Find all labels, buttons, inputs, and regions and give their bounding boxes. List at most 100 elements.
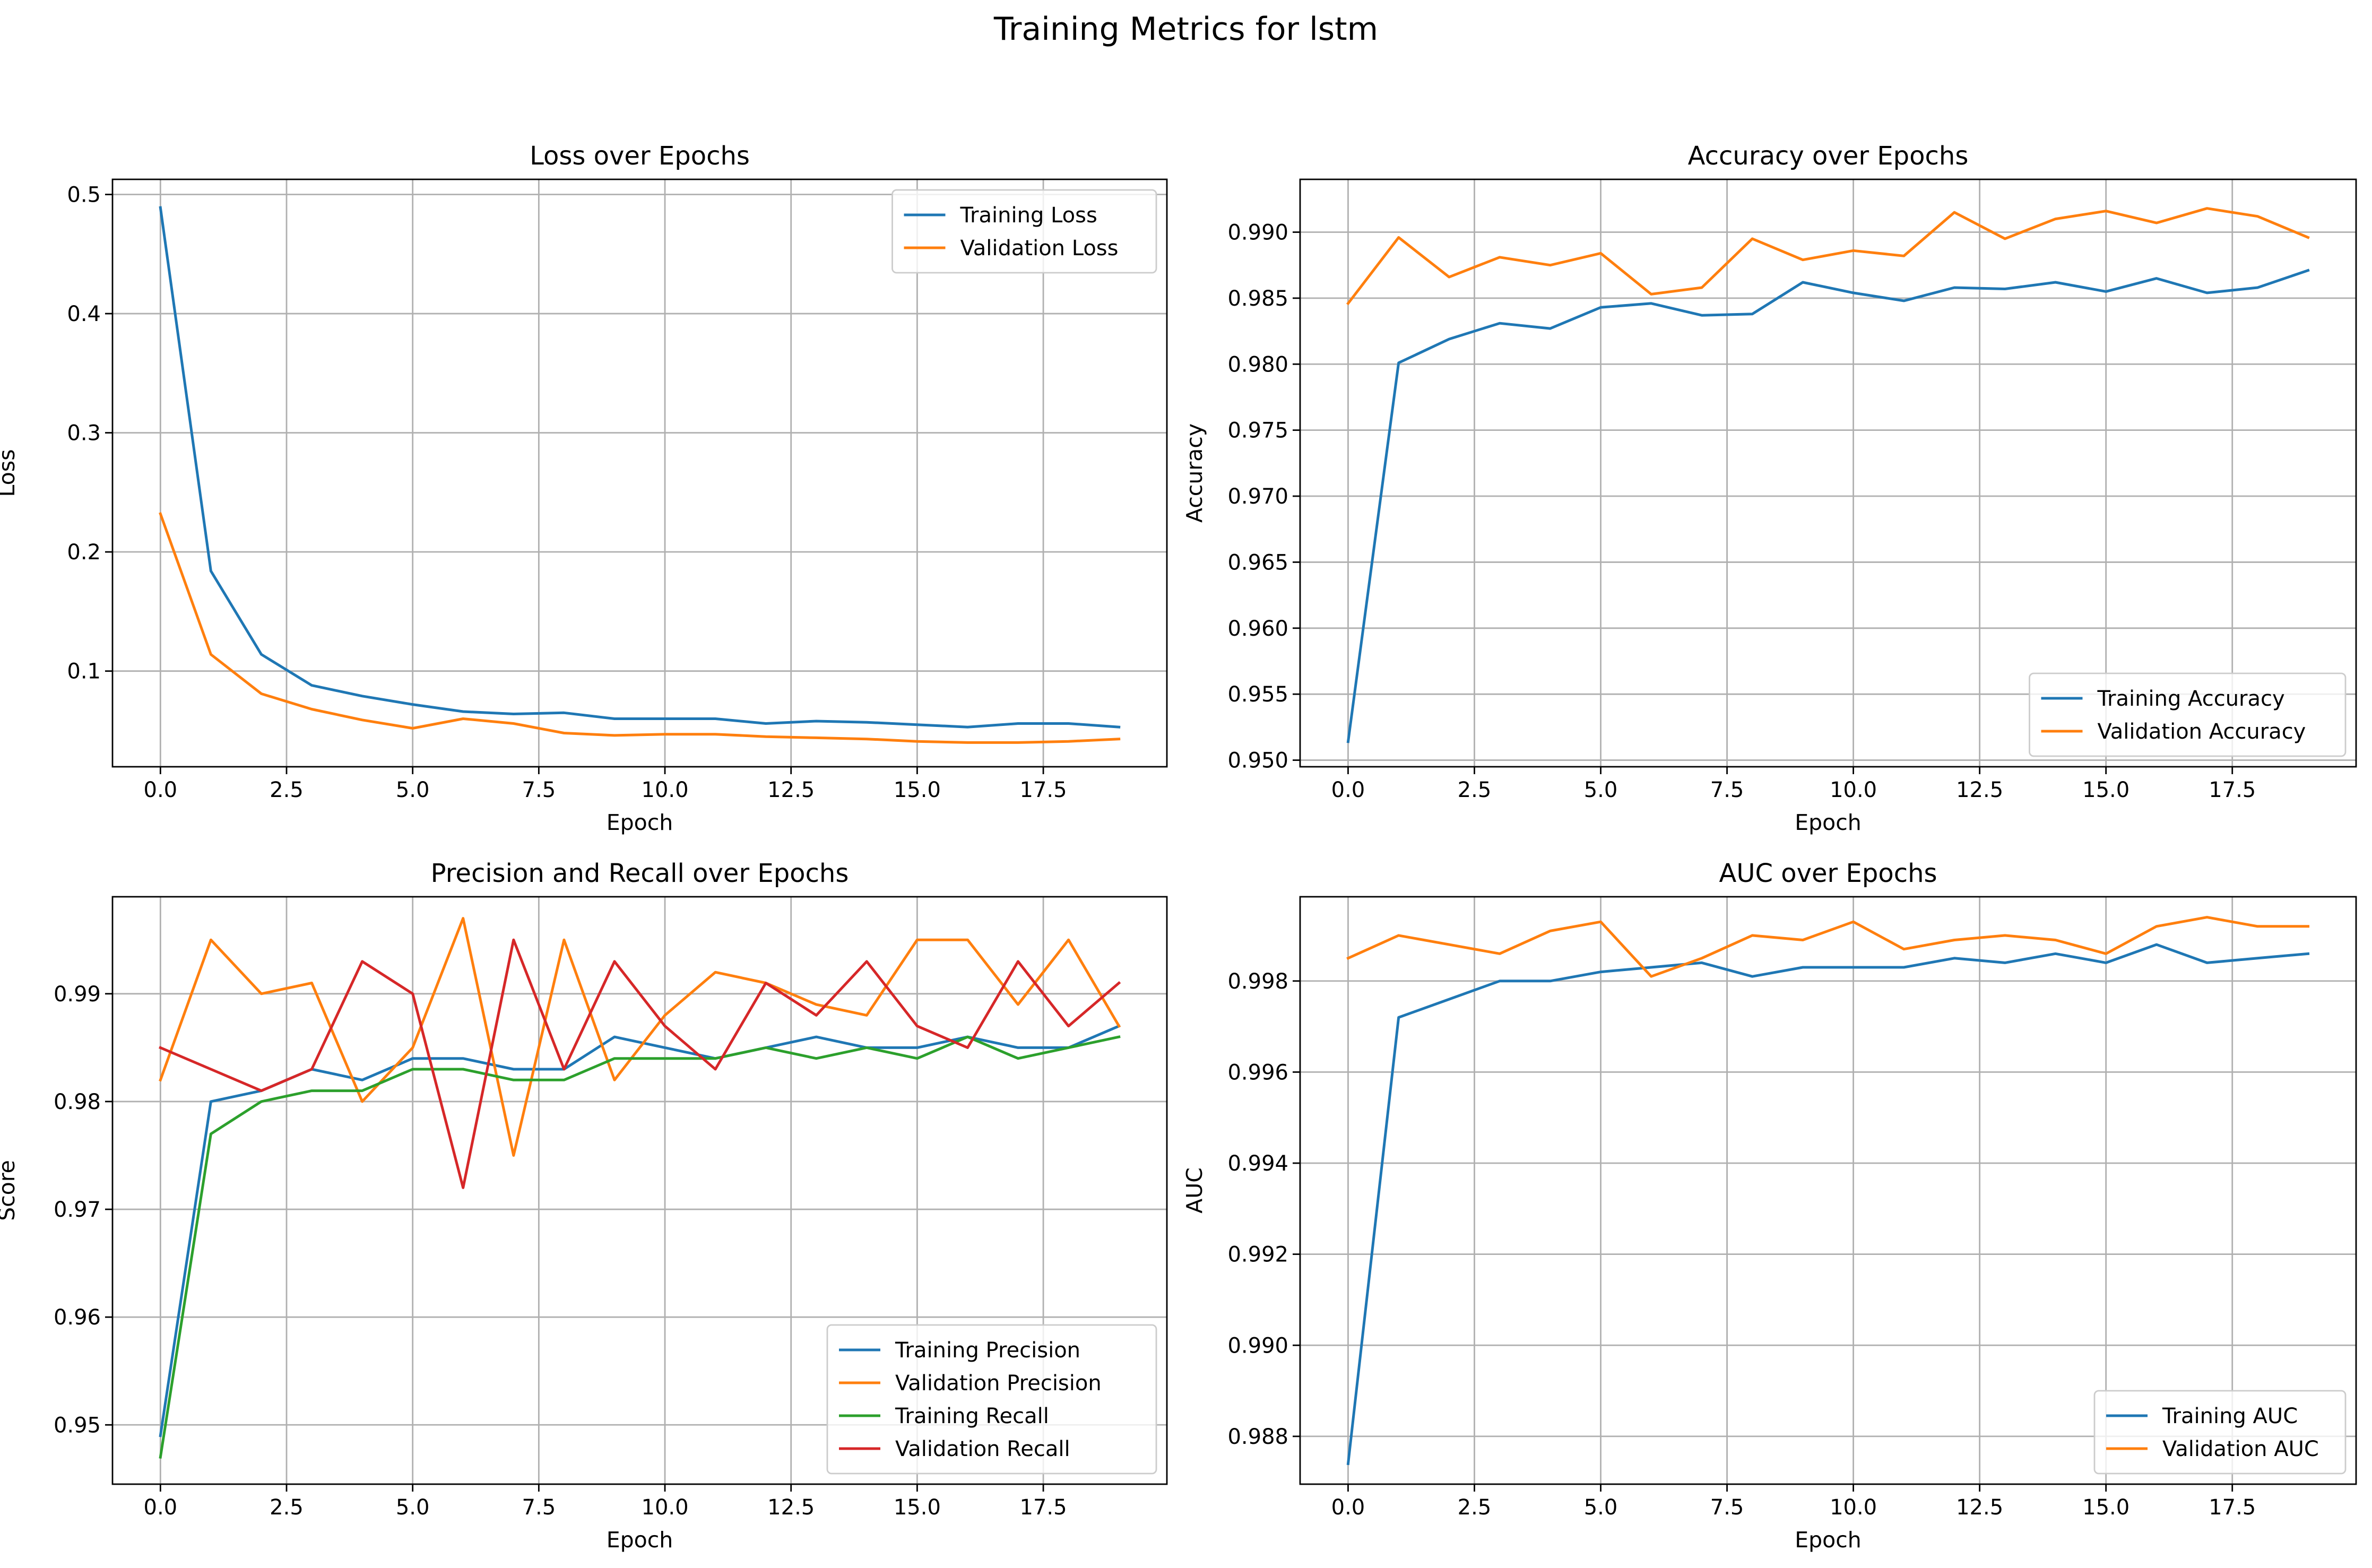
y-tick-label: 0.998 [1227,969,1288,994]
x-axis-label: Epoch [1795,810,1862,835]
y-tick-label: 0.99 [54,982,101,1007]
x-tick-label: 15.0 [2082,778,2129,802]
x-tick-label: 7.5 [1710,778,1744,802]
legend-label: Validation Accuracy [2098,720,2306,744]
x-tick-label: 15.0 [894,1495,941,1520]
plot-frame [1299,896,2357,1485]
x-tick-label: 2.5 [270,778,304,802]
x-tick-label: 12.5 [1956,778,2003,802]
x-tick-label: 7.5 [1710,1495,1744,1520]
x-tick-label: 0.0 [1331,778,1365,802]
series-line-2 [159,512,1121,744]
series-line-1 [159,1024,1121,1437]
grid-lines [1300,179,2356,767]
x-tick-label: 7.5 [522,1495,556,1520]
x-tick-label: 12.5 [1956,1495,2003,1520]
chart-panel-4: 0.0 2.5 5.0 7.5 10.0 12.5 15.0 17.5 0.988 0.990 0.… [1182,859,2357,1553]
y-tick-label: 0.975 [1227,419,1288,443]
y-tick-label: 0.960 [1227,617,1288,641]
y-tick-label: 0.985 [1227,287,1288,311]
x-tick-label: 12.5 [767,778,815,802]
x-tick-label: 0.0 [144,778,178,802]
x-tick-label: 10.0 [642,1495,689,1520]
x-axis-label: Epoch [1795,1527,1862,1553]
legend-label: Training AUC [2162,1404,2298,1428]
legend-box [826,1324,1157,1475]
y-tick-label: 0.98 [54,1090,101,1114]
series-line-2 [159,917,1121,1157]
plot-frame [111,896,1168,1485]
x-axis-label: Epoch [607,810,673,835]
x-tick-label: 5.0 [396,1495,430,1520]
legend: Training Accuracy Validation Accuracy [2029,672,2347,757]
y-tick-label: 0.994 [1227,1151,1288,1176]
y-tick-label: 0.96 [54,1305,101,1330]
legend-label: Validation AUC [2162,1437,2319,1461]
y-tick-label: 0.5 [67,183,101,207]
x-tick-label: 5.0 [396,778,430,802]
legend-box [891,189,1157,274]
y-axis-label: Score [0,1160,20,1221]
series-line-1 [1346,268,2310,743]
x-tick-label: 10.0 [642,778,689,802]
y-tick-label: 0.2 [67,540,101,565]
y-tick-label: 0.955 [1227,682,1288,707]
y-tick-label: 0.965 [1227,550,1288,575]
legend-label: Validation Precision [895,1371,1102,1396]
y-tick-label: 0.3 [67,421,101,446]
figure-title: Training Metrics for lstm [993,11,1378,48]
chart-panel-3: 0.0 2.5 5.0 7.5 10.0 12.5 15.0 17.5 0.95 0.96 0.97… [0,859,1168,1553]
x-tick-label: 2.5 [270,1495,304,1520]
x-axis-label: Epoch [607,1527,673,1553]
x-tick-label: 5.0 [1584,1495,1618,1520]
x-tick-label: 17.5 [1020,1495,1067,1520]
legend-label: Validation Loss [960,236,1119,261]
y-tick-label: 0.97 [54,1198,101,1222]
x-tick-label: 17.5 [1020,778,1067,802]
chart-title: Accuracy over Epochs [1688,141,1969,171]
legend: Training Loss Validation Loss [891,189,1157,274]
series-line-1 [159,206,1121,729]
x-tick-label: 0.0 [1331,1495,1365,1520]
chart-panel-1: 0.0 2.5 5.0 7.5 10.0 12.5 15.0 17.5 0.1 0.2 0.3 0.4… [0,141,1168,835]
y-tick-label: 0.95 [54,1413,101,1437]
plot-frame [1299,178,2357,768]
x-tick-label: 15.0 [894,778,941,802]
y-axis-label: Accuracy [1182,423,1207,523]
legend-label: Validation Recall [895,1437,1070,1461]
y-tick-label: 0.990 [1227,221,1288,245]
y-axis-label: Loss [0,449,20,497]
legend: Training Precision Validation Precision Tr… [826,1324,1157,1475]
y-tick-label: 0.990 [1227,1333,1288,1358]
y-tick-label: 0.988 [1227,1425,1288,1449]
x-tick-label: 2.5 [1458,778,1492,802]
series-line-1 [1346,943,2310,1466]
y-tick-label: 0.992 [1227,1243,1288,1267]
chart-title: Precision and Recall over Epochs [431,859,849,888]
x-tick-label: 12.5 [767,1495,815,1520]
series-line-2 [1346,207,2310,306]
x-tick-label: 17.5 [2209,1495,2256,1520]
legend-label: Training Recall [895,1404,1049,1428]
y-tick-label: 0.4 [67,302,101,326]
x-tick-label: 0.0 [144,1495,178,1520]
x-tick-label: 15.0 [2082,1495,2129,1520]
legend-label: Training Loss [960,203,1097,228]
chart-title: AUC over Epochs [1719,859,1937,888]
x-tick-label: 10.0 [1830,778,1877,802]
y-tick-label: 0.950 [1227,749,1288,773]
legend-label: Training Precision [895,1338,1080,1363]
legend-box [2093,1390,2347,1475]
series-line-3 [159,1035,1121,1459]
legend-box [2029,672,2347,757]
legend-label: Training Accuracy [2097,687,2285,711]
y-tick-label: 0.970 [1227,484,1288,509]
legend: Training AUC Validation AUC [2093,1390,2347,1475]
plot-frame [111,178,1168,768]
x-tick-label: 2.5 [1458,1495,1492,1520]
chart-panel-2: 0.0 2.5 5.0 7.5 10.0 12.5 15.0 17.5 0.950 0.955 0.… [1182,141,2357,835]
x-tick-label: 17.5 [2209,778,2256,802]
y-tick-label: 0.980 [1227,352,1288,377]
